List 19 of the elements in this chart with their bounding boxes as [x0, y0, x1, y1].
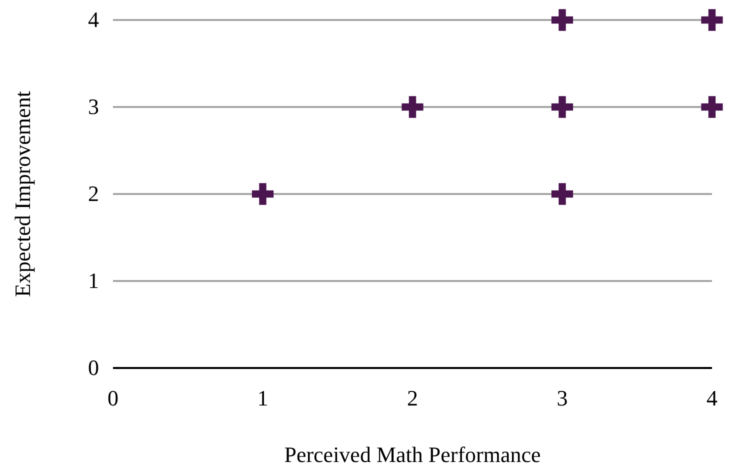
y-tick-label: 4 — [88, 7, 99, 32]
point — [701, 9, 723, 31]
x-tick-label: 1 — [257, 386, 268, 411]
y-tick-label: 1 — [88, 268, 99, 294]
point — [551, 183, 574, 205]
x-tick-label: 2 — [407, 386, 418, 411]
x-axis-title: Perceived Math Performance — [284, 442, 541, 467]
y-axis-title: Expected Improvement — [10, 91, 35, 297]
point — [551, 96, 574, 118]
y-tick-label: 2 — [88, 181, 99, 206]
y-tick-label: 3 — [88, 94, 99, 120]
x-tick-label: 3 — [556, 386, 568, 411]
point — [701, 96, 723, 118]
x-tick-label: 4 — [706, 386, 718, 411]
x-tick-label: 0 — [108, 386, 118, 411]
point — [402, 96, 424, 118]
point — [252, 183, 274, 205]
point — [551, 9, 574, 31]
y-tick-label: 0 — [88, 355, 99, 380]
